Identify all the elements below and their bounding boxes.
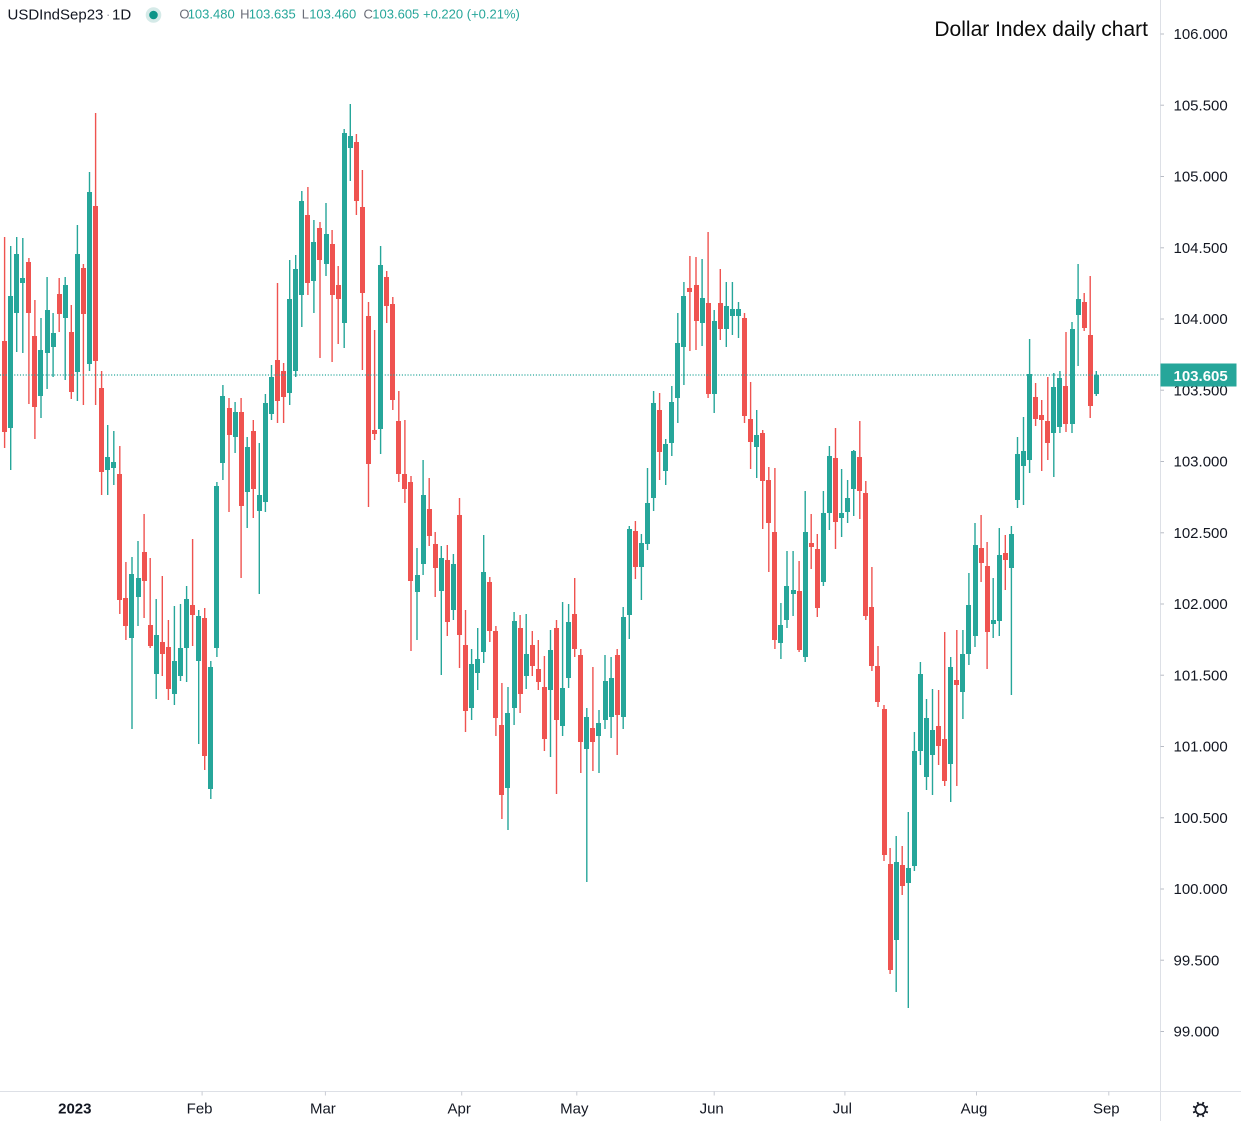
svg-text:May: May — [560, 1101, 589, 1118]
svg-text:USDIndSep23: USDIndSep23 — [8, 7, 104, 24]
svg-text:99.500: 99.500 — [1174, 953, 1220, 970]
svg-text:103.500: 103.500 — [1174, 382, 1228, 399]
svg-text:105.500: 105.500 — [1174, 98, 1228, 115]
svg-text:Jun: Jun — [700, 1101, 724, 1118]
svg-text:103.460: 103.460 — [309, 6, 356, 21]
svg-text:1D: 1D — [112, 7, 131, 24]
svg-text:+0.220 (+0.21%): +0.220 (+0.21%) — [423, 6, 520, 21]
svg-text:O: O — [179, 6, 189, 21]
svg-text:105.000: 105.000 — [1174, 169, 1228, 186]
svg-text:102.000: 102.000 — [1174, 596, 1228, 613]
svg-text:100.000: 100.000 — [1174, 881, 1228, 898]
svg-text:103.480: 103.480 — [188, 6, 235, 21]
svg-text:Feb: Feb — [187, 1101, 213, 1118]
svg-text:Jul: Jul — [833, 1101, 852, 1118]
svg-text:Sep: Sep — [1093, 1101, 1120, 1118]
svg-text:104.500: 104.500 — [1174, 240, 1228, 257]
svg-text:Aug: Aug — [961, 1101, 988, 1118]
svg-text:2023: 2023 — [58, 1101, 91, 1118]
svg-text:106.000: 106.000 — [1174, 26, 1228, 43]
svg-text:101.500: 101.500 — [1174, 668, 1228, 685]
svg-text:Apr: Apr — [448, 1101, 471, 1118]
svg-text:102.500: 102.500 — [1174, 525, 1228, 542]
svg-text:H: H — [240, 6, 249, 21]
svg-text:101.000: 101.000 — [1174, 739, 1228, 756]
svg-text:L: L — [302, 6, 309, 21]
svg-text:104.000: 104.000 — [1174, 311, 1228, 328]
svg-text:C: C — [364, 6, 373, 21]
svg-text:99.000: 99.000 — [1174, 1024, 1220, 1041]
svg-text:103.000: 103.000 — [1174, 454, 1228, 471]
svg-text:100.500: 100.500 — [1174, 810, 1228, 827]
svg-text:103.635: 103.635 — [249, 6, 296, 21]
svg-text:103.605: 103.605 — [1174, 368, 1228, 385]
svg-text:·: · — [106, 7, 110, 22]
svg-text:Dollar Index daily chart: Dollar Index daily chart — [934, 18, 1148, 41]
svg-text:103.605: 103.605 — [372, 6, 419, 21]
svg-text:Mar: Mar — [310, 1101, 336, 1118]
